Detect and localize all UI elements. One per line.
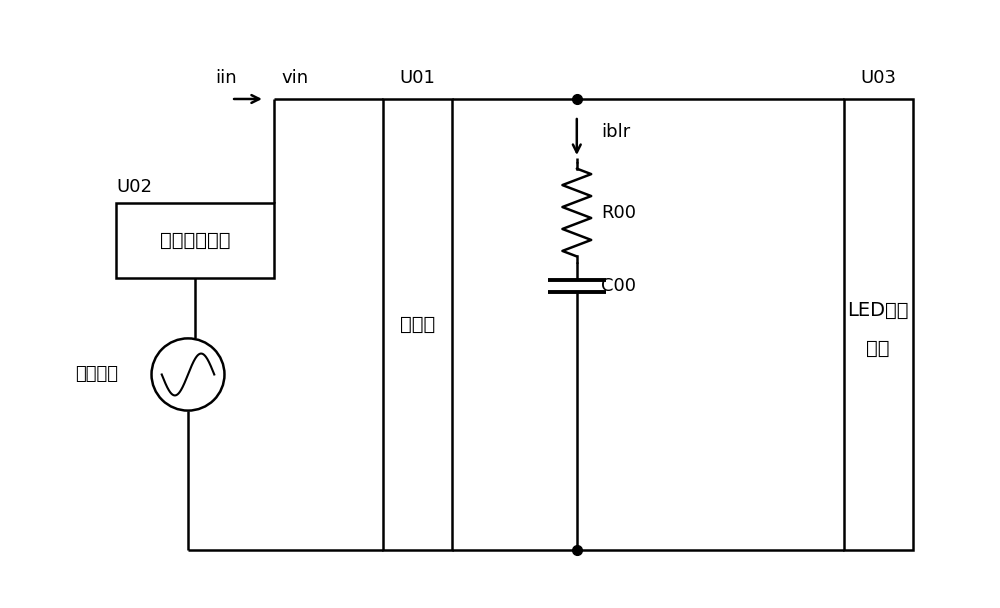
Text: R00: R00	[601, 204, 636, 221]
Text: LED驱动: LED驱动	[847, 301, 909, 320]
Text: iin: iin	[216, 69, 237, 86]
Bar	[844, 99, 913, 550]
Text: C00: C00	[601, 277, 636, 295]
Text: U02: U02	[116, 178, 152, 196]
Text: iblr: iblr	[601, 123, 630, 141]
Text: 交流输入: 交流输入	[75, 365, 118, 384]
Text: 电路: 电路	[866, 339, 890, 358]
Text: 整流桥: 整流桥	[400, 315, 435, 334]
Text: U03: U03	[860, 69, 896, 86]
Bar	[116, 204, 274, 278]
Text: U01: U01	[400, 69, 435, 86]
Text: vin: vin	[282, 69, 309, 86]
Text: 可控硬调光器: 可控硬调光器	[160, 231, 230, 250]
Bar	[383, 99, 452, 550]
